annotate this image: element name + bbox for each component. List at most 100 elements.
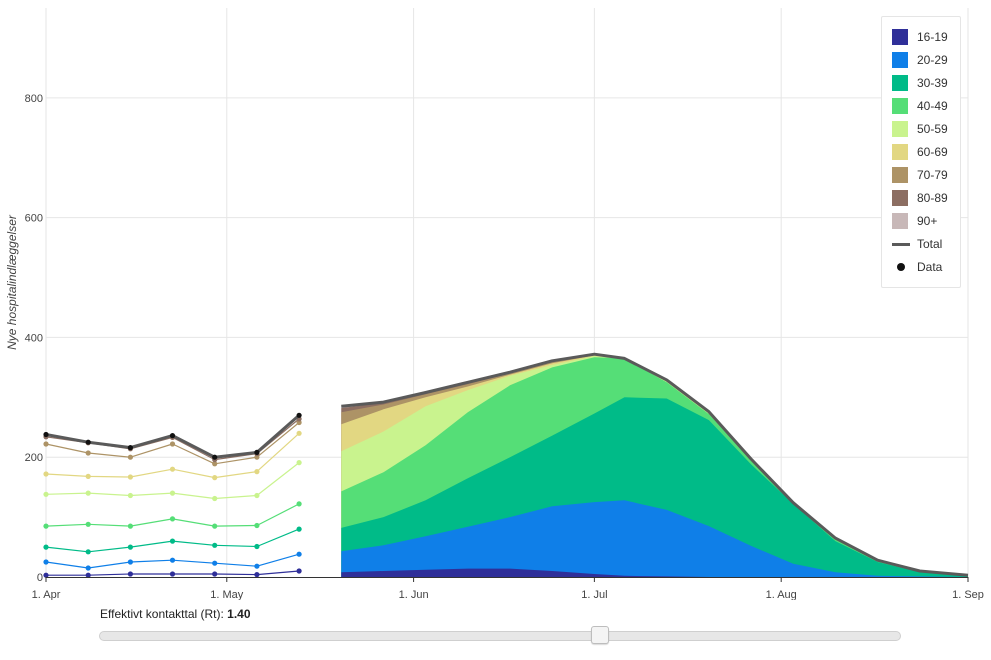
x-tick-label: 1. Sep	[952, 589, 984, 600]
observed-point-Total	[43, 432, 48, 437]
rt-slider-label-text: Effektivt kontakttal (Rt):	[100, 607, 224, 621]
legend-label: 50-59	[917, 122, 948, 136]
legend-marker	[892, 52, 908, 68]
legend-marker	[892, 75, 908, 91]
observed-point-70-79	[86, 450, 91, 455]
legend-marker	[897, 263, 905, 271]
observed-point-60-69	[86, 474, 91, 479]
observed-point-30-39	[170, 539, 175, 544]
hospitalization-chart: 0 200 400 600 800 1. Apr 1. May 1. Jun 1. Jul 1. …	[0, 0, 991, 600]
observed-point-30-39	[128, 545, 133, 550]
observed-point-50-59	[128, 493, 133, 498]
observed-point-30-39	[86, 549, 91, 554]
legend-item-70-79: 70-79	[892, 165, 948, 185]
observed-point-20-29	[212, 561, 217, 566]
legend-item-90plus: 90+	[892, 211, 937, 231]
legend-label: 40-49	[917, 99, 948, 113]
observed-point-60-69	[297, 431, 302, 436]
rt-slider-track[interactable]	[99, 631, 901, 641]
legend-label: 60-69	[917, 145, 948, 159]
legend-marker	[892, 243, 910, 246]
observed-point-60-69	[128, 474, 133, 479]
legend-item-Total: Total	[892, 234, 942, 254]
observed-point-40-49	[128, 524, 133, 529]
observed-point-20-29	[170, 558, 175, 563]
legend-item-60-69: 60-69	[892, 142, 948, 162]
legend-marker	[892, 121, 908, 137]
rt-slider-handle[interactable]	[591, 626, 609, 644]
observed-point-Total	[212, 455, 217, 460]
legend-label: 20-29	[917, 53, 948, 67]
rt-slider-label: Effektivt kontakttal (Rt): 1.40	[100, 607, 251, 621]
legend-marker	[892, 213, 908, 229]
legend-label: 70-79	[917, 168, 948, 182]
observed-point-40-49	[297, 501, 302, 506]
observed-point-16-19	[297, 568, 302, 573]
observed-point-60-69	[43, 471, 48, 476]
observed-point-16-19	[128, 571, 133, 576]
observed-point-20-29	[43, 559, 48, 564]
legend-marker	[892, 190, 908, 206]
observed-point-Total	[128, 445, 133, 450]
legend-label: Total	[917, 237, 942, 251]
legend-label: Data	[917, 260, 942, 274]
x-tick-label: 1. Jun	[399, 589, 429, 600]
observed-point-60-69	[170, 467, 175, 472]
legend-marker	[892, 98, 908, 114]
legend-marker	[892, 167, 908, 183]
legend-item-50-59: 50-59	[892, 119, 948, 139]
observed-point-50-59	[86, 491, 91, 496]
x-tick-label: 1. May	[210, 589, 244, 600]
rt-slider-value: 1.40	[227, 607, 250, 621]
observed-point-Total	[86, 440, 91, 445]
observed-point-70-79	[128, 455, 133, 460]
observed-point-50-59	[43, 492, 48, 497]
legend-item-30-39: 30-39	[892, 73, 948, 93]
legend-item-16-19: 16-19	[892, 27, 948, 47]
observed-point-16-19	[212, 571, 217, 576]
observed-point-50-59	[297, 460, 302, 465]
observed-point-Total	[170, 433, 175, 438]
observed-point-30-39	[297, 527, 302, 532]
observed-point-40-49	[212, 524, 217, 529]
y-tick-label: 600	[25, 213, 43, 225]
observed-point-40-49	[170, 516, 175, 521]
x-tick-label: 1. Apr	[32, 589, 61, 600]
x-tick-label: 1. Aug	[766, 589, 797, 600]
legend-label: 30-39	[917, 76, 948, 90]
observed-point-Total	[297, 413, 302, 418]
legend-item-20-29: 20-29	[892, 50, 948, 70]
chart-legend: 16-19 20-29 30-39 40-49 50-59 60-69 70-79 80-89…	[881, 16, 961, 288]
observed-point-20-29	[86, 565, 91, 570]
legend-marker	[892, 144, 908, 160]
observed-point-70-79	[43, 441, 48, 446]
observed-line-40-49	[46, 504, 299, 526]
observed-point-40-49	[86, 522, 91, 527]
y-tick-label: 800	[25, 93, 43, 105]
observed-point-40-49	[43, 524, 48, 529]
x-tick-label: 1. Jul	[581, 589, 607, 600]
observed-point-20-29	[297, 552, 302, 557]
y-axis-title: Nye hospitalindlæggelser	[5, 214, 19, 350]
observed-point-30-39	[43, 545, 48, 550]
legend-item-80-89: 80-89	[892, 188, 948, 208]
y-tick-label: 400	[25, 332, 43, 344]
observed-point-20-29	[254, 564, 259, 569]
y-tick-label: 0	[37, 572, 43, 584]
observed-point-50-59	[254, 493, 259, 498]
observed-point-30-39	[212, 543, 217, 548]
observed-point-20-29	[128, 559, 133, 564]
observed-point-50-59	[170, 491, 175, 496]
observed-point-60-69	[212, 475, 217, 480]
observed-point-16-19	[170, 571, 175, 576]
observed-point-60-69	[254, 469, 259, 474]
legend-item-40-49: 40-49	[892, 96, 948, 116]
observed-point-30-39	[254, 544, 259, 549]
legend-label: 90+	[917, 214, 937, 228]
y-tick-label: 200	[25, 452, 43, 464]
observed-point-50-59	[212, 496, 217, 501]
legend-label: 80-89	[917, 191, 948, 205]
legend-item-Data: Data	[892, 257, 942, 277]
legend-label: 16-19	[917, 30, 948, 44]
